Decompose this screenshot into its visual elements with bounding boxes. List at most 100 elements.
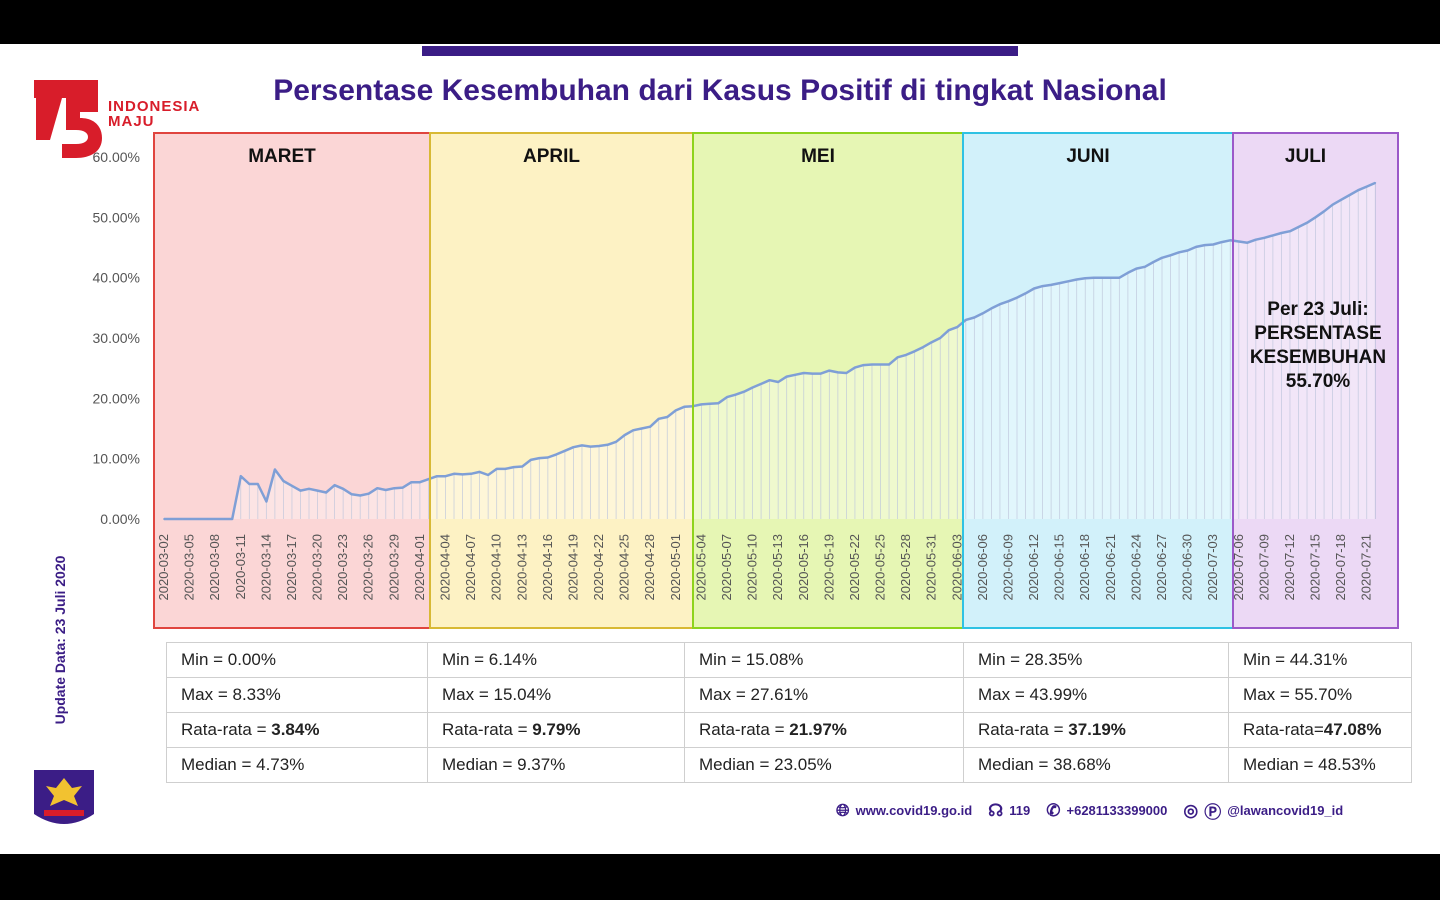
- stat-cell: Max = 55.70%: [1228, 677, 1412, 713]
- x-tick-label: 2020-03-08: [207, 534, 222, 601]
- y-tick-label: 10.00%: [93, 451, 140, 467]
- annotation-line: KESEMBUHAN: [1250, 347, 1386, 368]
- instagram-icon: ◎: [1183, 800, 1199, 820]
- data-point: [427, 478, 430, 481]
- x-tick-label: 2020-05-25: [873, 534, 888, 601]
- x-tick-label: 2020-03-02: [156, 534, 171, 601]
- data-point: [1272, 234, 1274, 237]
- data-point: [1280, 232, 1283, 234]
- annotation-line: PERSENTASE: [1254, 323, 1381, 344]
- avg-label: Rata-rata=: [1243, 720, 1324, 739]
- logo-five: [62, 98, 102, 158]
- data-point: [845, 372, 848, 374]
- annotation-line: Per 23 Juli:: [1267, 299, 1368, 320]
- data-point: [487, 474, 489, 476]
- x-tick-label: 2020-04-04: [437, 534, 452, 601]
- stats-row-average: Rata-rata = 3.84% Rata-rata = 9.79% Rata…: [166, 712, 1412, 748]
- x-tick-label: 2020-03-17: [284, 534, 299, 601]
- x-tick-label: 2020-05-19: [821, 534, 836, 601]
- y-tick-label: 30.00%: [93, 330, 140, 346]
- data-point: [1127, 271, 1129, 274]
- data-point: [930, 341, 933, 344]
- footer-social[interactable]: @lawancovid19_id: [1227, 803, 1344, 818]
- data-point: [538, 457, 541, 459]
- footer-hotline[interactable]: 119: [1009, 803, 1031, 818]
- x-tick-label: 2020-03-14: [258, 534, 273, 601]
- data-point: [529, 459, 532, 461]
- stat-cell: Rata-rata = 37.19%: [963, 712, 1229, 748]
- data-point: [1246, 241, 1249, 244]
- logo-wordmark: INDONESIA MAJU: [108, 99, 200, 129]
- data-point: [598, 445, 600, 447]
- data-point: [1135, 267, 1138, 270]
- footer-website[interactable]: www.covid19.go.id: [855, 803, 973, 818]
- footer-whatsapp[interactable]: +6281133399000: [1066, 803, 1168, 818]
- x-tick-label: 2020-03-26: [361, 534, 376, 601]
- data-point: [1092, 276, 1095, 279]
- x-tick-label: 2020-07-12: [1282, 534, 1297, 601]
- x-tick-label: 2020-05-13: [770, 534, 785, 601]
- data-point: [674, 409, 677, 412]
- stats-row-max: Max = 8.33% Max = 15.04% Max = 27.61% Ma…: [166, 677, 1412, 713]
- data-point: [854, 366, 856, 369]
- data-point: [512, 466, 515, 468]
- y-tick-label: 0.00%: [100, 511, 140, 527]
- data-point: [1178, 251, 1180, 254]
- area-shape: [164, 182, 1376, 519]
- y-tick-label: 50.00%: [93, 209, 140, 225]
- data-point: [794, 373, 797, 376]
- avg-value: 37.19%: [1068, 720, 1126, 739]
- data-point: [871, 363, 873, 366]
- x-tick-label: 2020-07-06: [1231, 534, 1246, 601]
- data-point: [683, 405, 686, 408]
- month-borders: MARET APRIL MEI JUNI JULI: [153, 132, 1399, 629]
- data-point: [410, 481, 413, 484]
- area-hatch: [240, 182, 1376, 519]
- data-point: [291, 484, 293, 487]
- data-point: [1289, 230, 1291, 233]
- data-point: [188, 518, 191, 520]
- data-point: [1186, 249, 1189, 252]
- ri75-logo: [34, 80, 102, 158]
- avg-label: Rata-rata =: [699, 720, 790, 739]
- month-border: [1232, 132, 1399, 629]
- data-point: [1152, 261, 1155, 263]
- data-point: [470, 472, 472, 475]
- stat-cell: Median = 9.37%: [427, 747, 685, 783]
- data-point: [325, 491, 327, 494]
- x-tick-label: 2020-06-24: [1128, 534, 1143, 601]
- data-point: [350, 493, 353, 496]
- y-axis-ticks: 0.00% 10.00% 20.00% 30.00% 40.00% 50.00% 60.00…: [93, 149, 140, 527]
- data-point: [163, 518, 165, 520]
- stat-cell: Rata-rata = 3.84%: [166, 712, 428, 748]
- data-point: [939, 337, 942, 339]
- data-point: [1195, 246, 1197, 248]
- data-point: [248, 483, 251, 485]
- data-point: [461, 473, 464, 476]
- data-point: [359, 494, 362, 497]
- data-point: [1348, 194, 1351, 196]
- x-tick-label: 2020-07-21: [1359, 534, 1374, 601]
- series-line: [163, 181, 1377, 521]
- data-point: [1340, 198, 1342, 201]
- x-tick-label: 2020-03-29: [386, 534, 401, 601]
- data-point: [1024, 292, 1027, 295]
- month-region: [693, 133, 963, 628]
- data-point: [205, 518, 208, 520]
- data-point: [973, 316, 976, 319]
- data-point: [265, 500, 268, 503]
- data-point: [444, 475, 447, 478]
- data-point: [1237, 240, 1240, 243]
- data-point: [1306, 221, 1308, 224]
- data-point: [623, 434, 626, 436]
- data-point: [1041, 285, 1044, 287]
- data-point: [615, 440, 617, 443]
- data-point: [657, 417, 660, 420]
- data-point: [453, 472, 455, 475]
- month-regions: [154, 133, 1398, 628]
- annotation-line: 55.70%: [1286, 371, 1351, 392]
- logo-line-1: INDONESIA: [108, 98, 201, 115]
- data-point: [896, 356, 899, 359]
- stat-cell: Min = 28.35%: [963, 642, 1229, 678]
- x-tick-label: 2020-04-25: [617, 534, 632, 601]
